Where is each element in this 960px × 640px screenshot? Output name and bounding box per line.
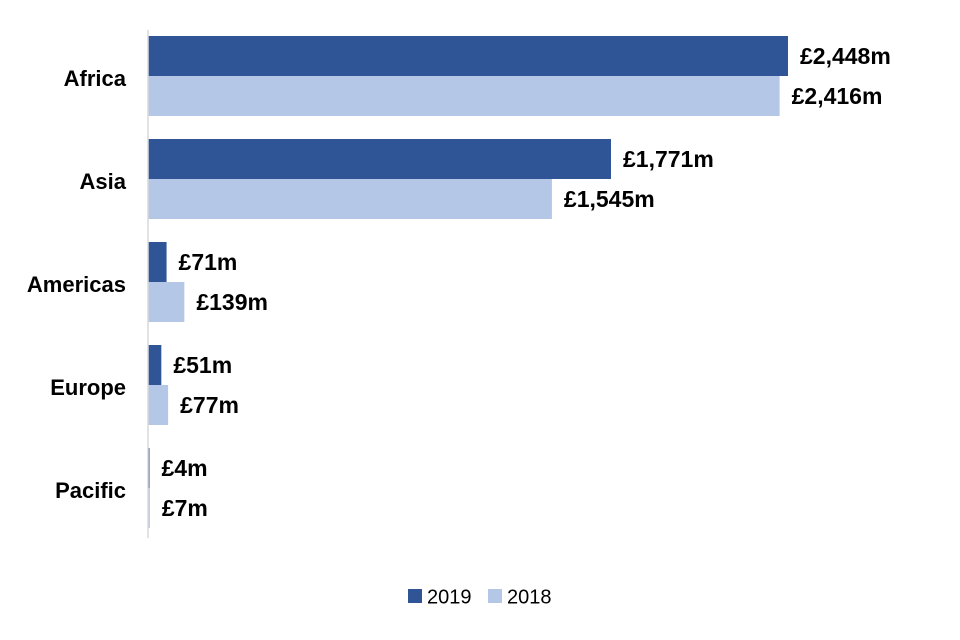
labels-group: £2,448m £2,416m £1,771m £1,545m £71m £139m £51… bbox=[162, 43, 891, 521]
category-label-americas: Americas bbox=[27, 272, 126, 297]
bar-americas-2018 bbox=[148, 282, 185, 322]
data-label-europe-2019: £51m bbox=[173, 352, 232, 378]
data-label-africa-2019: £2,448m bbox=[800, 43, 891, 69]
category-label-asia: Asia bbox=[80, 169, 127, 194]
legend-swatch-2018 bbox=[488, 589, 502, 603]
category-label-europe: Europe bbox=[50, 375, 126, 400]
data-label-asia-2019: £1,771m bbox=[623, 146, 714, 172]
category-label-africa: Africa bbox=[64, 66, 127, 91]
bars-group bbox=[148, 36, 788, 528]
legend-label-2018: 2018 bbox=[507, 586, 552, 608]
bar-asia-2019 bbox=[148, 139, 612, 179]
data-label-africa-2018: £2,416m bbox=[792, 83, 883, 109]
bar-africa-2019 bbox=[148, 36, 788, 76]
bar-europe-2018 bbox=[148, 385, 169, 425]
category-labels: Africa Asia Americas Europe Pacific bbox=[27, 66, 127, 503]
bar-pacific-2018 bbox=[148, 488, 150, 528]
bar-asia-2018 bbox=[148, 179, 552, 219]
data-label-asia-2018: £1,545m bbox=[564, 186, 655, 212]
bar-americas-2019 bbox=[148, 242, 167, 282]
data-label-pacific-2019: £4m bbox=[162, 455, 208, 481]
bar-africa-2018 bbox=[148, 76, 780, 116]
legend-swatch-2019 bbox=[408, 589, 422, 603]
legend: 2019 2018 bbox=[408, 586, 552, 608]
legend-label-2019: 2019 bbox=[427, 586, 472, 608]
data-label-europe-2018: £77m bbox=[180, 392, 239, 418]
data-label-pacific-2018: £7m bbox=[162, 495, 208, 521]
data-label-americas-2019: £71m bbox=[179, 249, 238, 275]
category-label-pacific: Pacific bbox=[55, 478, 126, 503]
data-label-americas-2018: £139m bbox=[196, 289, 268, 315]
bar-europe-2019 bbox=[148, 345, 162, 385]
